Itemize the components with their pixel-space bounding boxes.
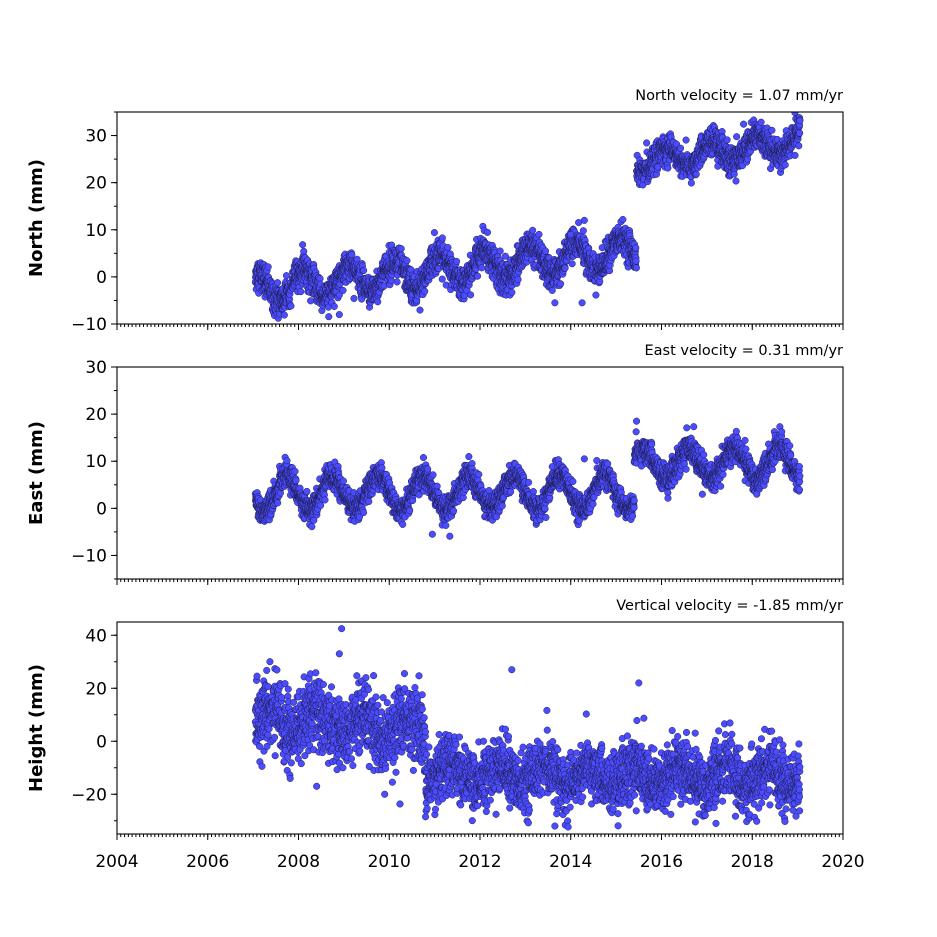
data-point (303, 487, 311, 495)
data-point (325, 313, 333, 321)
data-point (444, 244, 452, 252)
data-point (592, 291, 600, 299)
data-point (632, 257, 640, 265)
data-point (291, 467, 299, 475)
data-point (796, 129, 804, 137)
data-point (508, 288, 516, 296)
data-point (561, 264, 569, 272)
data-point (632, 244, 640, 252)
data-point (424, 465, 432, 473)
data-point (730, 170, 738, 178)
data-point (421, 287, 429, 295)
north-y-axis-label: North (mm) (26, 159, 47, 277)
y-tick-label: 20 (85, 174, 107, 194)
data-point (335, 311, 343, 319)
data-point (643, 139, 651, 147)
data-point (419, 454, 427, 462)
data-point (740, 120, 748, 128)
data-point (360, 266, 368, 275)
data-point (297, 288, 305, 296)
data-point (350, 294, 358, 302)
data-point (757, 118, 765, 126)
data-point (664, 164, 672, 172)
data-point (795, 142, 803, 150)
data-point (579, 227, 587, 235)
data-point (330, 302, 338, 310)
y-tick-label: 0 (96, 268, 107, 288)
data-point (568, 260, 576, 268)
data-point (578, 299, 586, 307)
data-point (551, 299, 559, 307)
data-point (438, 275, 446, 283)
north-velocity-title: North velocity = 1.07 mm/yr (635, 88, 843, 104)
data-point (321, 496, 329, 504)
north-points (251, 112, 804, 322)
data-point (430, 229, 438, 237)
data-point (339, 286, 347, 294)
data-point (438, 234, 446, 242)
data-point (580, 216, 588, 224)
data-point (732, 177, 740, 185)
data-point (535, 230, 543, 238)
data-point (403, 257, 411, 265)
data-point (283, 457, 291, 465)
data-point (416, 306, 424, 314)
data-point (429, 471, 437, 479)
data-point (796, 117, 804, 125)
data-point (274, 499, 282, 507)
data-point (317, 501, 325, 509)
data-point (682, 136, 690, 144)
data-point (496, 247, 504, 255)
data-point (478, 264, 486, 272)
data-point (514, 275, 522, 283)
data-point (791, 151, 799, 159)
data-point (483, 228, 492, 236)
data-point (335, 291, 343, 299)
data-point (733, 133, 741, 141)
data-point (299, 241, 307, 249)
data-point (677, 144, 685, 152)
data-point (548, 286, 556, 294)
data-point (467, 291, 475, 299)
data-point (619, 215, 627, 224)
data-point (723, 136, 731, 144)
data-point (692, 170, 700, 178)
data-point (374, 298, 382, 306)
data-point (687, 179, 695, 187)
data-point (399, 520, 407, 528)
y-tick-label: −10 (71, 315, 107, 335)
data-point (264, 263, 272, 271)
data-point (393, 278, 401, 286)
north-plot-frame (116, 111, 844, 325)
data-point (567, 230, 575, 239)
data-point (406, 507, 414, 515)
data-point (273, 279, 282, 287)
y-tick-label: 30 (85, 127, 107, 147)
data-point (282, 272, 290, 280)
data-point (307, 297, 315, 305)
data-point (781, 161, 789, 169)
data-point (453, 257, 461, 265)
data-point (474, 272, 482, 280)
data-point (300, 247, 308, 255)
data-point (339, 477, 347, 485)
data-point (292, 476, 300, 484)
data-point (280, 311, 288, 319)
data-point (529, 226, 537, 234)
data-point (397, 245, 405, 253)
north-panel: −10 0 10 20 30 North (mm) North velocity = 1.0… (26, 88, 844, 335)
data-point (308, 523, 316, 531)
east-points (251, 417, 804, 540)
data-point (360, 509, 368, 517)
data-point (632, 264, 640, 272)
data-point (365, 497, 373, 506)
y-tick-label: 10 (85, 221, 107, 241)
data-point (768, 126, 776, 134)
data-point (557, 280, 565, 288)
data-point (348, 251, 356, 259)
data-point (542, 247, 550, 255)
data-point (287, 302, 295, 310)
